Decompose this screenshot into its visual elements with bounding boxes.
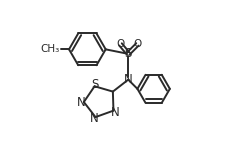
Text: S: S	[91, 78, 98, 91]
Text: N: N	[110, 106, 119, 119]
Text: N: N	[77, 95, 86, 109]
Text: O: O	[133, 39, 141, 49]
Text: O: O	[116, 39, 125, 49]
Text: CH₃: CH₃	[40, 44, 59, 54]
Text: S: S	[125, 47, 132, 60]
Text: N: N	[90, 112, 99, 125]
Text: N: N	[124, 73, 133, 86]
